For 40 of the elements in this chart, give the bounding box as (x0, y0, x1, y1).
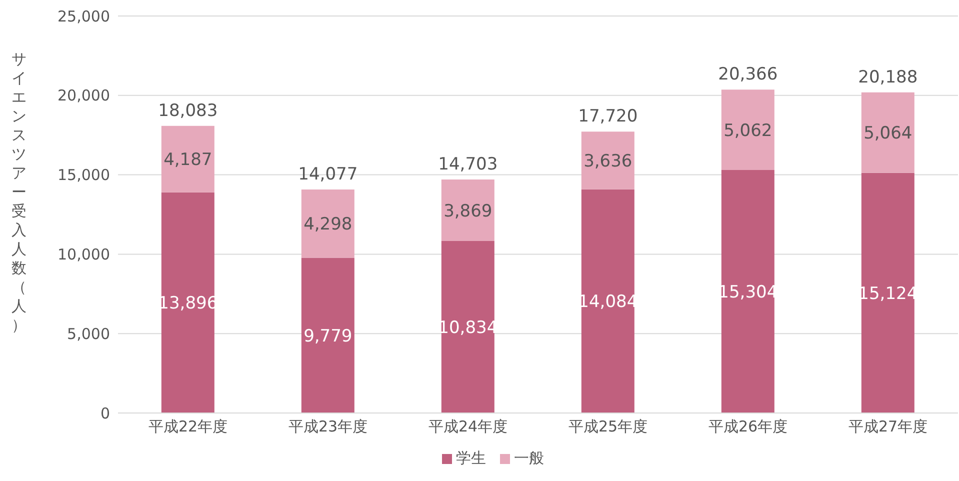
x-tick-label: 平成27年度 (848, 418, 928, 436)
total-label: 20,188 (858, 67, 918, 88)
data-label: 5,062 (724, 120, 772, 141)
y-tick-label: 20,000 (58, 86, 110, 105)
data-label: 3,869 (444, 201, 492, 222)
bar (581, 132, 634, 190)
text: サイエンスツアー受入人数（人） (12, 50, 26, 334)
bar (441, 180, 494, 241)
y-tick-label: 25,000 (58, 7, 110, 26)
data-label: 9,779 (304, 326, 352, 346)
bar (161, 126, 214, 192)
data-label: 4,187 (164, 150, 212, 170)
y-tick-label: 10,000 (58, 246, 110, 264)
bar (861, 92, 914, 173)
bar (441, 240, 494, 413)
bar (301, 258, 354, 413)
legend-label: 学生 (456, 449, 486, 468)
total-label: 14,077 (298, 164, 358, 184)
bar (161, 192, 214, 413)
x-tick-label: 平成22年度 (148, 418, 228, 436)
legend-label: 一般 (514, 449, 544, 468)
total-label: 18,083 (158, 100, 218, 121)
data-label: 3,636 (584, 152, 632, 172)
y-tick-label: 5,000 (67, 324, 110, 343)
bar (301, 189, 354, 258)
total-label: 17,720 (578, 106, 638, 127)
x-tick-label: 平成23年度 (288, 418, 368, 436)
total-label: 20,366 (718, 64, 778, 85)
x-tick-label: 平成25年度 (568, 418, 648, 436)
bar (721, 170, 774, 413)
data-label: 4,298 (304, 214, 352, 235)
total-label: 14,703 (438, 154, 498, 175)
y-tick-label: 0 (100, 404, 110, 422)
bar (581, 189, 634, 413)
y-tick-label: 15,000 (58, 166, 110, 184)
bar (861, 172, 914, 413)
x-tick-label: 平成24年度 (428, 418, 508, 436)
data-label: 5,064 (864, 124, 912, 144)
x-tick-label: 平成26年度 (708, 418, 788, 436)
bar (721, 90, 774, 170)
